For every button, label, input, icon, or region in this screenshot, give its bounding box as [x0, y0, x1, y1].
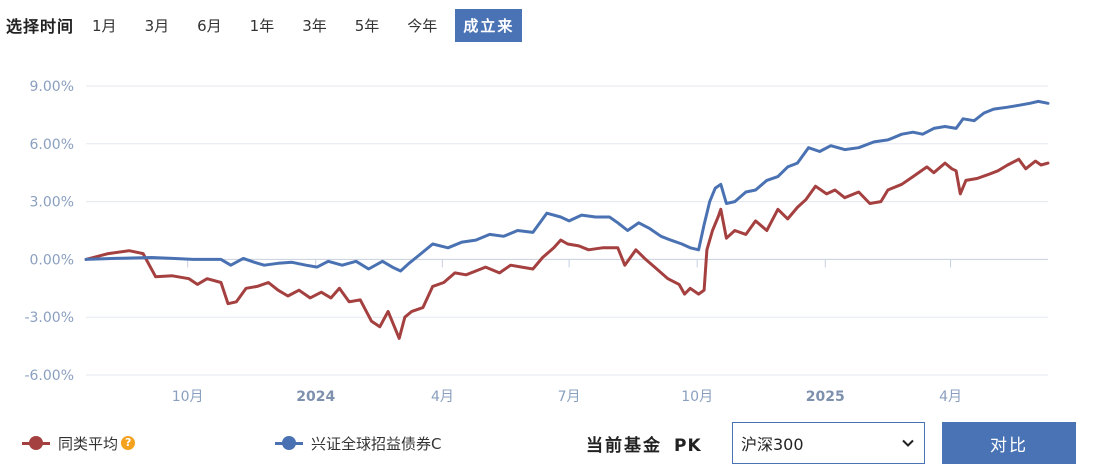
range-option-since-inception[interactable]: 成立来 — [455, 8, 523, 42]
series-line-category-average — [84, 157, 1050, 340]
performance-line-chart: 9.00% 6.00% 3.00% 0.00% -3.00% -6.00% 10月 2024… — [24, 79, 1050, 405]
y-tick-label: -3.00% — [24, 310, 74, 326]
pk-tag: PK — [674, 436, 702, 456]
series-lines — [84, 99, 1050, 340]
info-icon[interactable]: ? — [118, 433, 138, 453]
legend-dot — [282, 436, 297, 450]
legend-swatch-category-average — [22, 436, 50, 450]
x-tick-label: 7月 — [558, 389, 581, 405]
x-tick-label: 4月 — [431, 389, 454, 405]
range-option-ytd[interactable]: 今年 — [407, 16, 438, 35]
compare-button[interactable]: 对比 — [942, 422, 1076, 464]
info-glyph: ? — [124, 435, 132, 449]
legend-label-category-average: 同类平均 — [58, 434, 119, 453]
y-tick-label: 9.00% — [30, 79, 74, 95]
range-option-3m[interactable]: 3月 — [144, 16, 170, 35]
y-tick-label: -6.00% — [24, 368, 74, 384]
range-option-3y[interactable]: 3年 — [302, 16, 327, 35]
x-tick-label: 2024 — [296, 389, 335, 405]
x-tick-label: 4月 — [939, 389, 962, 405]
legend-dot — [29, 436, 43, 450]
range-label: 选择时间 — [6, 17, 75, 36]
chart-legend: 同类平均 ? 兴证全球招益债券C — [22, 428, 582, 458]
legend-swatch-fund — [275, 436, 304, 450]
y-tick-label: 6.00% — [30, 137, 74, 153]
range-option-1y[interactable]: 1年 — [249, 16, 275, 35]
grid-lines — [86, 85, 1048, 376]
legend-label-fund: 兴证全球招益债券C — [311, 434, 442, 453]
range-option-1m[interactable]: 1月 — [92, 16, 117, 35]
chevron-down-icon — [902, 439, 914, 447]
y-tick-label: 3.00% — [30, 195, 74, 211]
x-axis: 10月 2024 4月 7月 10月 2025 4月 — [172, 259, 962, 405]
series-line-fund — [84, 99, 1050, 273]
pk-label: 当前基金 PK — [586, 431, 702, 456]
benchmark-select-value: 沪深300 — [741, 435, 804, 454]
range-selector: 选择时间 1月 3月 6月 1年 3年 5年 今年 成立来 — [0, 8, 530, 42]
benchmark-select[interactable]: 沪深300 — [732, 422, 925, 464]
legend-item-fund[interactable]: 兴证全球招益债券C — [275, 433, 442, 454]
legend-item-category-average[interactable]: 同类平均 ? — [22, 433, 138, 454]
y-tick-label: 0.00% — [30, 252, 74, 268]
range-option-5y[interactable]: 5年 — [354, 16, 380, 35]
current-fund-label: 当前基金 — [586, 436, 662, 456]
range-option-6m[interactable]: 6月 — [197, 16, 222, 35]
x-tick-label: 2025 — [806, 389, 845, 405]
x-tick-label: 10月 — [681, 389, 713, 405]
x-tick-label: 10月 — [172, 389, 204, 405]
y-axis: 9.00% 6.00% 3.00% 0.00% -3.00% -6.00% — [24, 79, 74, 384]
